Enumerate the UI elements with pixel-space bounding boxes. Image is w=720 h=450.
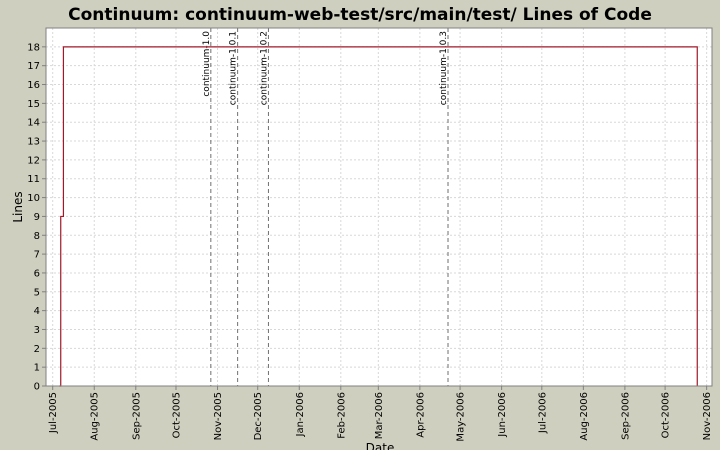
y-tick-label: 1 (34, 363, 40, 374)
y-tick-label: 8 (34, 231, 40, 242)
y-tick-label: 7 (34, 250, 40, 261)
y-tick-label: 3 (34, 325, 40, 336)
y-tick-label: 12 (27, 155, 40, 166)
release-markers: continuum-1.0 continuum-1.0.1 continuum-1.… (202, 28, 449, 386)
y-tick-label: 14 (27, 118, 40, 129)
y-tick-label: 6 (34, 268, 40, 279)
plot-border (45, 27, 713, 387)
x-tick-label: Sep-2005 (131, 392, 142, 440)
y-axis-label: Lines (11, 191, 25, 222)
release-marker-label: continuum-1.0 (202, 31, 212, 97)
x-tick-label: Jul-2005 (48, 392, 59, 434)
x-tick-label: Oct-2005 (171, 392, 182, 438)
y-tick-label: 16 (27, 80, 40, 91)
x-tick-label: May-2006 (456, 392, 467, 442)
x-tick-label: Apr-2006 (415, 392, 426, 438)
y-tick-label: 17 (27, 61, 40, 72)
series-line (59, 46, 698, 387)
x-tick-label: Mar-2006 (374, 392, 385, 439)
plot-area (46, 28, 712, 386)
y-tick-label: 13 (27, 137, 40, 148)
y-tick-label: 2 (34, 344, 40, 355)
x-tick-label: Oct-2006 (661, 392, 672, 438)
y-tick-label: 11 (27, 174, 40, 185)
y-tick-label: 15 (27, 99, 40, 110)
x-tick-label: Nov-2006 (702, 392, 713, 440)
release-marker-label: continuum-1.0.2 (259, 31, 269, 105)
x-tick-label: Nov-2005 (213, 392, 224, 440)
y-tick-label: 18 (27, 42, 40, 53)
release-marker-label: continuum-1.0.3 (439, 31, 449, 105)
x-tick-label: Sep-2006 (620, 392, 631, 440)
series (59, 46, 698, 387)
chart-title: Continuum: continuum-web-test/src/main/t… (68, 5, 652, 25)
x-tick-label: Aug-2005 (90, 392, 101, 441)
x-tick-label: Feb-2006 (336, 392, 347, 439)
x-tick-label: Dec-2005 (253, 392, 264, 440)
y-tick-label: 10 (27, 193, 40, 204)
x-tick-label: Jan-2006 (295, 392, 306, 437)
release-marker-label: continuum-1.0.1 (229, 31, 239, 105)
y-tick-label: 9 (34, 212, 40, 223)
x-tick-label: Jul-2006 (537, 392, 548, 434)
x-tick-label: Jun-2006 (497, 392, 508, 438)
x-tick-label: Aug-2006 (579, 392, 590, 441)
x-axis-label: Date (366, 441, 395, 450)
y-tick-label: 0 (34, 382, 40, 393)
y-tick-label: 4 (34, 306, 40, 317)
y-tick-label: 5 (34, 287, 40, 298)
